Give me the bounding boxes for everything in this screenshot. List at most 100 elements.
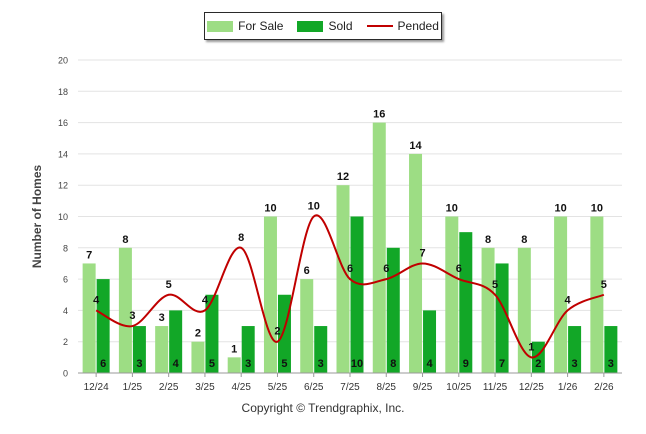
bar-for-sale (554, 216, 568, 373)
data-label-sold: 7 (499, 358, 505, 370)
bar-for-sale (118, 247, 132, 373)
data-label-pended: 7 (419, 247, 425, 259)
data-label-pended: 5 (601, 279, 607, 291)
bar-for-sale (590, 216, 604, 373)
data-label-pended: 5 (166, 279, 172, 291)
data-label-pended: 3 (129, 310, 135, 322)
bar-sold (604, 326, 618, 373)
bar-sold (423, 310, 437, 373)
legend-label-pended: Pended (397, 19, 439, 33)
data-label-sold: 3 (318, 358, 324, 370)
y-axis-title: Number of Homes (30, 165, 44, 269)
bar-sold (568, 326, 582, 373)
data-label-sold: 3 (245, 358, 251, 370)
y-tick-label: 18 (58, 87, 68, 97)
data-label-for-sale: 1 (231, 343, 237, 355)
data-label-pended: 6 (383, 263, 389, 275)
bar-for-sale (336, 185, 350, 373)
legend-item-for-sale: For Sale (207, 19, 283, 33)
x-tick-label: 6/25 (304, 382, 324, 393)
x-tick-label: 7/25 (340, 382, 360, 393)
data-label-pended: 4 (565, 294, 572, 306)
data-label-sold: 2 (535, 358, 541, 370)
x-tick-label: 11/25 (483, 382, 508, 393)
bar-sold (132, 326, 146, 373)
data-label-for-sale: 10 (591, 203, 603, 215)
x-tick-label: 12/25 (519, 382, 544, 393)
bar-for-sale (409, 153, 423, 373)
bar-for-sale (155, 326, 169, 373)
y-tick-label: 14 (58, 149, 68, 159)
y-tick-label: 16 (58, 118, 68, 128)
data-label-sold: 10 (351, 358, 363, 370)
legend: For Sale Sold Pended (204, 12, 442, 40)
bar-sold (169, 310, 183, 373)
legend-label-sold: Sold (328, 19, 353, 33)
legend-item-sold: Sold (297, 19, 353, 33)
data-label-sold: 3 (136, 358, 142, 370)
bar-for-sale (445, 216, 459, 373)
y-tick-label: 4 (63, 306, 68, 316)
data-label-pended: 8 (238, 232, 244, 244)
bar-for-sale (517, 247, 531, 373)
data-label-sold: 5 (209, 358, 215, 370)
x-tick-label: 1/26 (558, 382, 578, 393)
data-label-sold: 4 (173, 358, 180, 370)
data-label-sold: 5 (281, 358, 287, 370)
data-label-pended: 6 (456, 263, 462, 275)
legend-swatch-for-sale (207, 20, 234, 32)
data-label-for-sale: 7 (86, 249, 92, 261)
x-tick-label: 9/25 (413, 382, 433, 393)
bar-for-sale (227, 357, 241, 373)
data-label-for-sale: 8 (485, 234, 491, 246)
y-tick-label: 0 (63, 369, 68, 379)
data-label-pended: 6 (347, 263, 353, 275)
x-tick-label: 3/25 (195, 382, 215, 393)
bar-for-sale (263, 216, 277, 373)
bar-sold (314, 326, 328, 373)
bar-sold (205, 294, 219, 373)
bar-for-sale (372, 122, 386, 373)
bar-sold (350, 216, 364, 373)
data-label-for-sale: 10 (446, 203, 458, 215)
x-tick-label: 1/25 (123, 382, 143, 393)
data-label-for-sale: 12 (337, 171, 349, 183)
data-label-pended: 4 (93, 294, 100, 306)
y-tick-label: 10 (58, 212, 68, 222)
data-label-pended: 2 (274, 326, 280, 338)
data-label-pended: 1 (528, 341, 534, 353)
data-label-sold: 3 (572, 358, 578, 370)
x-tick-label: 10/25 (446, 382, 471, 393)
y-tick-label: 2 (63, 337, 68, 347)
data-label-sold: 8 (390, 358, 396, 370)
bar-sold (96, 279, 110, 373)
bar-sold (386, 247, 400, 373)
data-label-for-sale: 14 (409, 140, 422, 152)
data-label-sold: 6 (100, 358, 106, 370)
legend-swatch-pended (366, 25, 393, 27)
data-label-for-sale: 8 (521, 234, 527, 246)
x-tick-label: 5/25 (268, 382, 288, 393)
x-tick-label: 12/24 (84, 382, 109, 393)
data-label-pended: 5 (492, 279, 498, 291)
legend-item-pended: Pended (366, 19, 439, 33)
data-label-for-sale: 10 (554, 203, 566, 215)
y-tick-label: 6 (63, 275, 68, 285)
legend-swatch-sold (297, 20, 324, 32)
copyright-footer: Copyright © Trendgraphix, Inc. (241, 401, 405, 415)
bar-sold (459, 232, 473, 373)
data-label-for-sale: 6 (304, 265, 310, 277)
data-label-for-sale: 2 (195, 328, 201, 340)
bar-for-sale (191, 341, 205, 373)
bar-sold (495, 263, 509, 373)
legend-label-for-sale: For Sale (238, 19, 284, 33)
bar-sold (241, 326, 255, 373)
x-tick-label: 2/26 (594, 382, 614, 393)
data-label-pended: 10 (308, 201, 320, 213)
line-pended (95, 214, 605, 359)
data-label-pended: 4 (202, 294, 209, 306)
bar-for-sale (82, 263, 96, 373)
bar-for-sale (300, 279, 314, 373)
data-label-for-sale: 10 (264, 203, 276, 215)
